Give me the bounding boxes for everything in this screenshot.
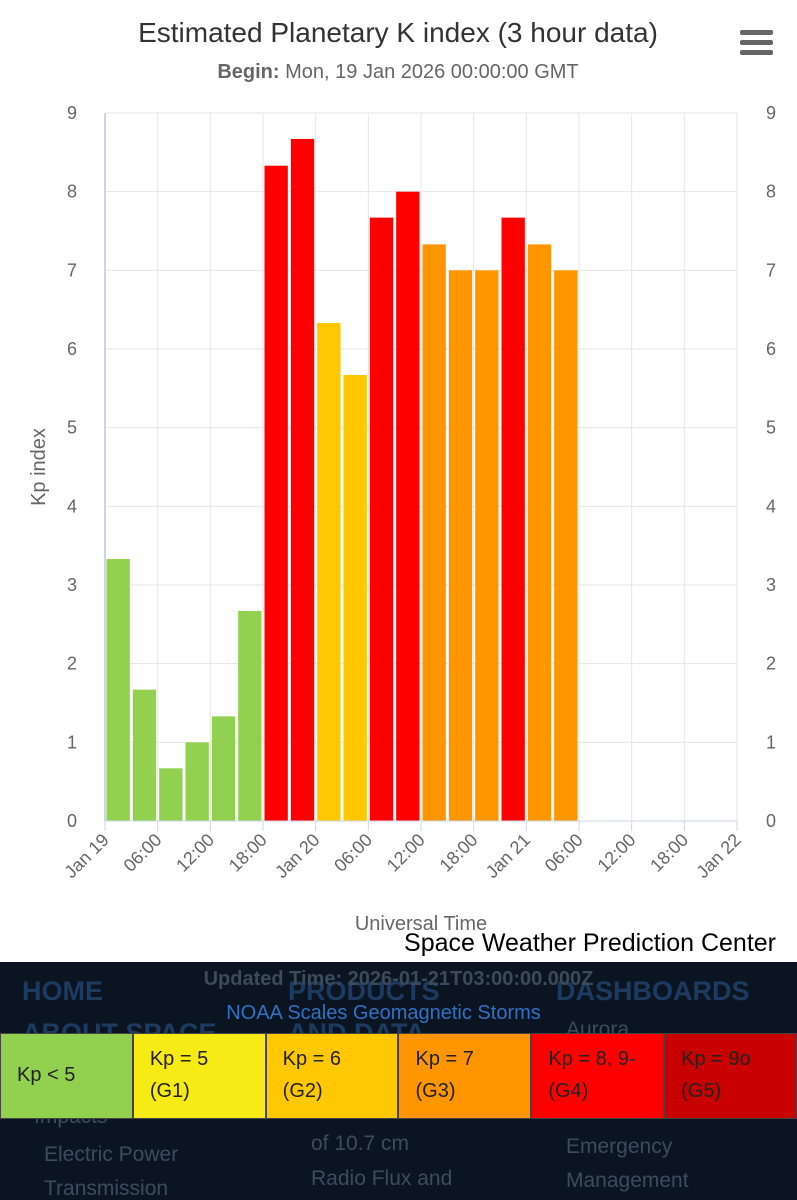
legend-scale: (G1) <box>149 1080 190 1102</box>
subtitle-label: Begin: <box>217 61 279 83</box>
x-tick-label: 18:00 <box>225 830 271 876</box>
kp-bar <box>343 374 367 821</box>
legend-scale: (G4) <box>548 1080 589 1102</box>
nav-home-link[interactable]: HOME <box>22 976 103 1006</box>
nav-dashboards-link[interactable]: DASHBOARDS <box>556 976 750 1006</box>
kp-bar <box>106 559 130 821</box>
axes <box>104 113 738 831</box>
y-axis-left: 0 1 2 3 4 5 6 7 8 9 <box>67 103 77 831</box>
x-tick-label: Jan 19 <box>60 830 112 882</box>
y-tick-label: 0 <box>67 811 77 831</box>
y-tick-label-right: 9 <box>766 103 776 123</box>
y-tick-label-right: 4 <box>766 496 776 516</box>
x-tick-label: Jan 20 <box>271 830 323 882</box>
kp-bar <box>238 610 262 821</box>
nav-electric-power-link[interactable]: Electric Power <box>44 1143 179 1166</box>
y-tick-label: 6 <box>67 339 77 359</box>
y-tick-label-right: 7 <box>766 260 776 280</box>
nav-emergency-line2[interactable]: Management <box>566 1169 689 1192</box>
hamburger-menu-icon[interactable] <box>738 27 776 63</box>
y-tick-label: 7 <box>67 260 77 280</box>
legend-label: Kp = 8, 9- <box>548 1048 636 1070</box>
nav-emergency-line1[interactable]: Emergency <box>566 1135 673 1158</box>
x-tick-label: Jan 21 <box>482 830 534 882</box>
y-tick-label: 8 <box>67 182 77 202</box>
y-tick-label-right: 1 <box>766 732 776 752</box>
legend-cell-below5: Kp < 5 <box>0 1033 133 1119</box>
kp-bar <box>290 138 315 821</box>
nav-products-link[interactable]: PRODUCTS <box>288 976 440 1006</box>
legend-label: Kp = 5 <box>149 1048 209 1070</box>
y-tick-label: 4 <box>67 496 77 516</box>
kp-bar <box>527 244 552 821</box>
subtitle-value: Mon, 19 Jan 2026 00:00:00 GMT <box>285 61 579 83</box>
y-tick-label-right: 8 <box>766 182 776 202</box>
legend-cell-g3: Kp = 7 (G3) <box>398 1033 532 1119</box>
x-axis: Jan 19 06:00 12:00 18:00 Jan 20 06:00 12:00 18:… <box>60 830 744 882</box>
y-tick-label: 9 <box>67 103 77 123</box>
legend-scale: (G5) <box>681 1080 722 1102</box>
site-footer: HOME PRODUCTS DASHBOARDS ABOUT SPACE AND… <box>0 962 797 1200</box>
legend-cell-g5: Kp = 9o (G5) <box>664 1033 797 1119</box>
kp-bar <box>475 270 499 821</box>
nav-transmission-link[interactable]: Transmission <box>44 1177 169 1200</box>
x-axis-title: Universal Time <box>355 913 487 935</box>
legend-label: Kp = 9o <box>681 1048 751 1070</box>
kp-bar <box>185 742 209 821</box>
x-tick-label: 18:00 <box>646 830 692 876</box>
y-tick-label-right: 2 <box>766 654 776 674</box>
chart-credit: Space Weather Prediction Center <box>404 929 776 957</box>
chart-title: Estimated Planetary K index (3 hour data… <box>138 17 658 48</box>
legend-cell-g1: Kp = 5 (G1) <box>132 1033 266 1119</box>
kp-bar <box>554 270 578 821</box>
y-tick-label-right: 6 <box>766 339 776 359</box>
storm-scale-legend: Kp < 5 Kp = 5 (G1) Kp = 6 (G2) Kp = 7 (G… <box>0 1033 797 1119</box>
y-tick-label-right: 3 <box>766 575 776 595</box>
x-tick-label: 18:00 <box>436 830 482 876</box>
y-tick-label: 3 <box>67 575 77 595</box>
y-tick-label: 1 <box>67 732 77 752</box>
kp-bar <box>448 270 473 821</box>
bar-series <box>106 138 578 822</box>
gridlines <box>105 112 738 821</box>
x-tick-label: 12:00 <box>172 830 218 876</box>
y-axis-right: 0 1 2 3 4 5 6 7 8 9 <box>766 103 776 831</box>
legend-label: Kp = 6 <box>282 1048 342 1070</box>
legend-title-link[interactable]: NOAA Scales Geomagnetic Storms <box>226 1002 541 1024</box>
kp-bar <box>264 165 288 821</box>
kp-index-chart: Estimated Planetary K index (3 hour data… <box>28 17 776 957</box>
kp-bar <box>211 716 236 821</box>
legend-cell-g4: Kp = 8, 9- (G4) <box>531 1033 665 1119</box>
x-tick-label: Jan 22 <box>692 830 744 882</box>
chart-subtitle: Begin: Mon, 19 Jan 2026 00:00:00 GMT <box>217 61 578 83</box>
y-tick-label: 2 <box>67 654 77 674</box>
x-tick-label: 06:00 <box>330 830 376 876</box>
kp-bar <box>396 191 420 821</box>
x-tick-label: 06:00 <box>120 830 166 876</box>
x-tick-label: 12:00 <box>594 830 640 876</box>
legend-scale: (G3) <box>415 1080 456 1102</box>
updated-time: Updated Time: 2026-01-21T03:00:00.000Z <box>203 968 594 990</box>
x-tick-label: 06:00 <box>541 830 587 876</box>
y-tick-label: 5 <box>67 418 77 438</box>
legend-scale: (G2) <box>282 1080 323 1102</box>
kp-bar <box>501 217 525 822</box>
kp-bar <box>422 244 446 821</box>
legend-cell-g2: Kp = 6 (G2) <box>265 1033 399 1119</box>
y-tick-label-right: 5 <box>766 418 776 438</box>
kp-bar <box>159 768 183 821</box>
kp-bar <box>369 217 394 822</box>
nav-radio-flux-line2[interactable]: Radio Flux and <box>311 1167 453 1190</box>
y-tick-label-right: 0 <box>766 811 776 831</box>
nav-radio-flux-line1[interactable]: of 10.7 cm <box>311 1132 410 1155</box>
y-axis-title: Kp index <box>28 428 50 506</box>
x-tick-label: 12:00 <box>383 830 429 876</box>
kp-bar <box>317 323 341 821</box>
legend-label: Kp < 5 <box>17 1064 76 1086</box>
legend-label: Kp = 7 <box>415 1048 474 1070</box>
kp-bar <box>132 689 157 821</box>
